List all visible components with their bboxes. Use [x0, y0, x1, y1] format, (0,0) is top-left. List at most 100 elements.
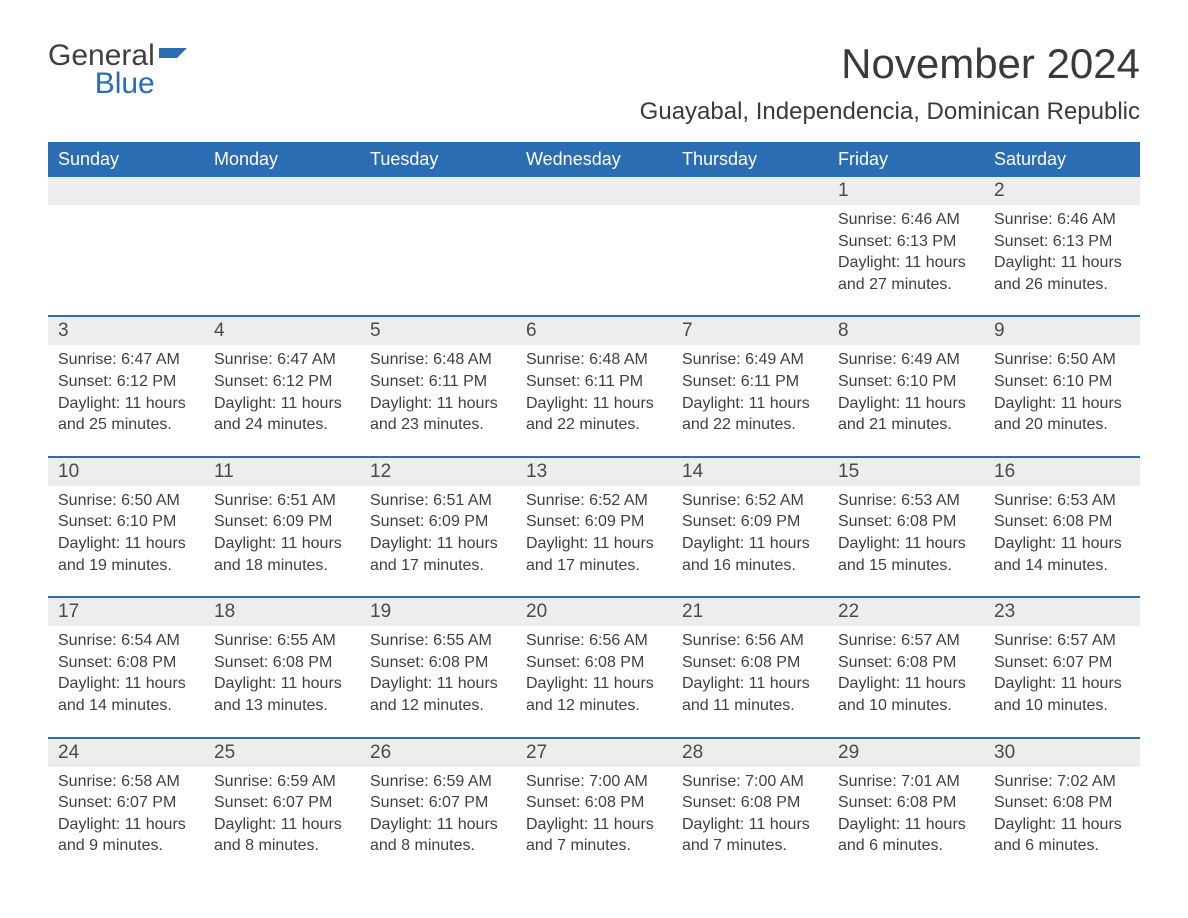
day-body [672, 205, 828, 215]
logo-text: General Blue [48, 40, 155, 99]
sunrise-line: Sunrise: 6:51 AM [370, 490, 506, 512]
sunset-line: Sunset: 6:13 PM [994, 231, 1130, 253]
sunset-line: Sunset: 6:08 PM [838, 652, 974, 674]
day-cell: 10Sunrise: 6:50 AMSunset: 6:10 PMDayligh… [48, 458, 204, 582]
sunrise-line: Sunrise: 6:59 AM [214, 771, 350, 793]
day-cell [672, 177, 828, 301]
day-body: Sunrise: 7:00 AMSunset: 6:08 PMDaylight:… [672, 767, 828, 863]
logo-word2: Blue [48, 68, 155, 100]
day-body: Sunrise: 7:02 AMSunset: 6:08 PMDaylight:… [984, 767, 1140, 863]
day-body: Sunrise: 6:49 AMSunset: 6:10 PMDaylight:… [828, 345, 984, 441]
sunset-line: Sunset: 6:08 PM [214, 652, 350, 674]
day-body: Sunrise: 6:50 AMSunset: 6:10 PMDaylight:… [984, 345, 1140, 441]
daylight-line: Daylight: 11 hours and 16 minutes. [682, 533, 818, 576]
daylight-line: Daylight: 11 hours and 7 minutes. [682, 814, 818, 857]
day-body [204, 205, 360, 215]
daylight-line: Daylight: 11 hours and 8 minutes. [214, 814, 350, 857]
day-number: 26 [360, 739, 516, 767]
day-number: 24 [48, 739, 204, 767]
day-number: 30 [984, 739, 1140, 767]
day-body: Sunrise: 6:52 AMSunset: 6:09 PMDaylight:… [672, 486, 828, 582]
day-body: Sunrise: 6:57 AMSunset: 6:07 PMDaylight:… [984, 626, 1140, 722]
day-cell: 12Sunrise: 6:51 AMSunset: 6:09 PMDayligh… [360, 458, 516, 582]
daylight-line: Daylight: 11 hours and 14 minutes. [58, 673, 194, 716]
day-cell [48, 177, 204, 301]
sunset-line: Sunset: 6:11 PM [526, 371, 662, 393]
day-body: Sunrise: 6:57 AMSunset: 6:08 PMDaylight:… [828, 626, 984, 722]
daylight-line: Daylight: 11 hours and 19 minutes. [58, 533, 194, 576]
day-body: Sunrise: 6:46 AMSunset: 6:13 PMDaylight:… [828, 205, 984, 301]
sunrise-line: Sunrise: 6:49 AM [682, 349, 818, 371]
day-body: Sunrise: 6:53 AMSunset: 6:08 PMDaylight:… [828, 486, 984, 582]
calendar: Sunday Monday Tuesday Wednesday Thursday… [48, 142, 1140, 863]
weekday-header: Saturday [984, 142, 1140, 177]
day-number: 23 [984, 598, 1140, 626]
sunrise-line: Sunrise: 7:02 AM [994, 771, 1130, 793]
sunset-line: Sunset: 6:07 PM [994, 652, 1130, 674]
day-cell: 19Sunrise: 6:55 AMSunset: 6:08 PMDayligh… [360, 598, 516, 722]
week-row: 1Sunrise: 6:46 AMSunset: 6:13 PMDaylight… [48, 177, 1140, 301]
day-cell [360, 177, 516, 301]
day-number [48, 177, 204, 205]
day-body: Sunrise: 6:50 AMSunset: 6:10 PMDaylight:… [48, 486, 204, 582]
daylight-line: Daylight: 11 hours and 6 minutes. [994, 814, 1130, 857]
sunset-line: Sunset: 6:13 PM [838, 231, 974, 253]
sunrise-line: Sunrise: 6:46 AM [994, 209, 1130, 231]
day-cell: 29Sunrise: 7:01 AMSunset: 6:08 PMDayligh… [828, 739, 984, 863]
sunrise-line: Sunrise: 6:55 AM [214, 630, 350, 652]
day-number: 29 [828, 739, 984, 767]
day-cell: 24Sunrise: 6:58 AMSunset: 6:07 PMDayligh… [48, 739, 204, 863]
day-body: Sunrise: 7:00 AMSunset: 6:08 PMDaylight:… [516, 767, 672, 863]
day-body: Sunrise: 6:47 AMSunset: 6:12 PMDaylight:… [204, 345, 360, 441]
sunset-line: Sunset: 6:08 PM [838, 792, 974, 814]
day-cell: 27Sunrise: 7:00 AMSunset: 6:08 PMDayligh… [516, 739, 672, 863]
sunset-line: Sunset: 6:08 PM [370, 652, 506, 674]
sunset-line: Sunset: 6:10 PM [838, 371, 974, 393]
day-number: 18 [204, 598, 360, 626]
daylight-line: Daylight: 11 hours and 11 minutes. [682, 673, 818, 716]
weekday-header: Friday [828, 142, 984, 177]
day-body: Sunrise: 6:48 AMSunset: 6:11 PMDaylight:… [360, 345, 516, 441]
sunrise-line: Sunrise: 6:52 AM [682, 490, 818, 512]
day-number: 4 [204, 317, 360, 345]
day-body [48, 205, 204, 215]
day-number: 15 [828, 458, 984, 486]
daylight-line: Daylight: 11 hours and 27 minutes. [838, 252, 974, 295]
sunrise-line: Sunrise: 6:58 AM [58, 771, 194, 793]
sunset-line: Sunset: 6:10 PM [994, 371, 1130, 393]
day-cell: 28Sunrise: 7:00 AMSunset: 6:08 PMDayligh… [672, 739, 828, 863]
day-cell: 11Sunrise: 6:51 AMSunset: 6:09 PMDayligh… [204, 458, 360, 582]
daylight-line: Daylight: 11 hours and 26 minutes. [994, 252, 1130, 295]
sunrise-line: Sunrise: 6:48 AM [526, 349, 662, 371]
sunrise-line: Sunrise: 6:46 AM [838, 209, 974, 231]
day-body: Sunrise: 6:48 AMSunset: 6:11 PMDaylight:… [516, 345, 672, 441]
daylight-line: Daylight: 11 hours and 10 minutes. [838, 673, 974, 716]
sunset-line: Sunset: 6:08 PM [838, 511, 974, 533]
day-cell: 7Sunrise: 6:49 AMSunset: 6:11 PMDaylight… [672, 317, 828, 441]
day-cell: 1Sunrise: 6:46 AMSunset: 6:13 PMDaylight… [828, 177, 984, 301]
sunrise-line: Sunrise: 6:51 AM [214, 490, 350, 512]
sunset-line: Sunset: 6:09 PM [370, 511, 506, 533]
sunset-line: Sunset: 6:11 PM [682, 371, 818, 393]
day-body: Sunrise: 6:56 AMSunset: 6:08 PMDaylight:… [672, 626, 828, 722]
day-cell: 6Sunrise: 6:48 AMSunset: 6:11 PMDaylight… [516, 317, 672, 441]
daylight-line: Daylight: 11 hours and 12 minutes. [526, 673, 662, 716]
logo: General Blue [48, 40, 187, 99]
sunset-line: Sunset: 6:08 PM [526, 652, 662, 674]
day-body: Sunrise: 6:46 AMSunset: 6:13 PMDaylight:… [984, 205, 1140, 301]
week-row: 24Sunrise: 6:58 AMSunset: 6:07 PMDayligh… [48, 737, 1140, 863]
day-number: 12 [360, 458, 516, 486]
sunrise-line: Sunrise: 6:53 AM [838, 490, 974, 512]
daylight-line: Daylight: 11 hours and 10 minutes. [994, 673, 1130, 716]
weekday-header: Sunday [48, 142, 204, 177]
day-cell: 5Sunrise: 6:48 AMSunset: 6:11 PMDaylight… [360, 317, 516, 441]
day-number: 3 [48, 317, 204, 345]
day-number: 17 [48, 598, 204, 626]
day-number: 20 [516, 598, 672, 626]
day-number: 14 [672, 458, 828, 486]
day-body: Sunrise: 6:49 AMSunset: 6:11 PMDaylight:… [672, 345, 828, 441]
day-body: Sunrise: 6:54 AMSunset: 6:08 PMDaylight:… [48, 626, 204, 722]
day-number: 10 [48, 458, 204, 486]
daylight-line: Daylight: 11 hours and 15 minutes. [838, 533, 974, 576]
daylight-line: Daylight: 11 hours and 21 minutes. [838, 393, 974, 436]
